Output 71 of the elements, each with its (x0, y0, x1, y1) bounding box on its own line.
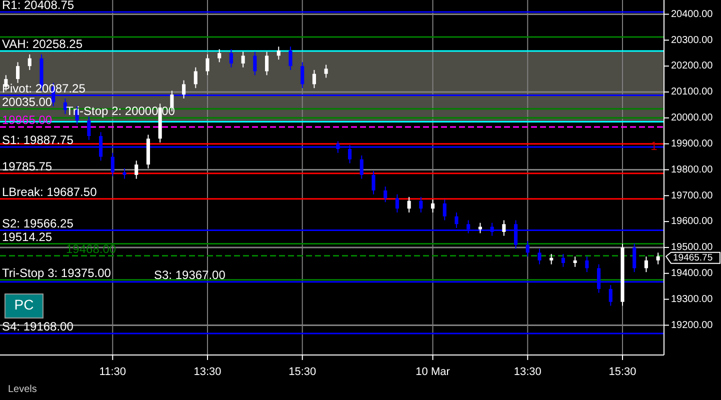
candlestick (122, 168, 126, 180)
candlestick (134, 160, 138, 180)
candlestick (478, 222, 482, 234)
candlestick (229, 48, 233, 68)
candlestick (419, 196, 423, 213)
candlestick (218, 48, 222, 63)
ref-line-label: Tri-Stop 3: 19375.00 (2, 266, 112, 280)
y-tick-label: 19900.00 (671, 138, 714, 150)
candlestick (407, 196, 411, 213)
candlestick (384, 186, 388, 203)
candlestick (656, 252, 660, 265)
y-tick-label: 20400.00 (671, 8, 714, 20)
ref-line-label: LBreak: 19687.50 (2, 184, 98, 199)
candlestick (194, 66, 198, 89)
ref-line-label: S3: 19367.00 (154, 268, 226, 282)
text: Levels (8, 384, 37, 395)
candlestick (538, 248, 542, 265)
candlestick (526, 240, 530, 258)
x-tick-label: 10 Mar (416, 366, 450, 378)
y-tick-label: 19700.00 (671, 190, 714, 202)
ref-line-label: 19514.25 (2, 230, 52, 244)
candlestick (550, 253, 554, 265)
x-tick-label: 15:30 (608, 366, 636, 378)
y-tick-label: 19200.00 (671, 320, 714, 331)
y-tick-label: 19600.00 (671, 216, 714, 228)
ref-line-label: VAH: 20258.25 (2, 36, 83, 51)
x-tick-label: 13:30 (514, 366, 542, 378)
candlestick (442, 199, 446, 221)
candlestick (241, 51, 245, 68)
ref-line-label: 19785.75 (2, 159, 52, 174)
candlestick (28, 54, 32, 70)
candlestick (265, 51, 269, 76)
candlestick (276, 46, 280, 60)
candlestick (573, 256, 577, 268)
y-tick-label: 19400.00 (671, 268, 714, 280)
y-tick-label: 20200.00 (671, 60, 714, 72)
candlestick (561, 253, 565, 268)
candlestick (644, 256, 648, 273)
candlestick (182, 80, 186, 99)
candlestick (253, 51, 257, 76)
candlestick (312, 69, 316, 89)
y-tick-label: 19800.00 (671, 164, 714, 176)
candlestick (395, 194, 399, 213)
candlestick (206, 54, 210, 76)
candlestick (585, 256, 589, 273)
y-tick-label: 19500.00 (671, 242, 714, 254)
ref-line-label: R1: 20408.75 (2, 0, 74, 12)
candlestick (372, 170, 376, 195)
candlestick (300, 62, 304, 89)
y-tick-label: 20000.00 (671, 112, 714, 124)
candlestick (632, 243, 636, 273)
y-tick-label: 20100.00 (671, 86, 714, 98)
candlestick (87, 116, 91, 140)
x-tick-label: 13:30 (194, 366, 222, 378)
candlestick (324, 64, 328, 78)
text: 19465.75 (673, 252, 713, 264)
candlestick (360, 154, 364, 180)
ref-line-label: S4: 19168.00 (2, 319, 74, 334)
x-tick-label: 11:30 (99, 366, 126, 378)
ref-line-label: S2: 19566.25 (2, 216, 74, 230)
y-tick-label: 20300.00 (671, 34, 714, 46)
candlestick (431, 199, 435, 213)
y-tick-label: 19300.00 (671, 294, 714, 305)
candlestick (288, 46, 292, 70)
annotation: PC (14, 296, 34, 313)
ref-line-label: 20035.00 (2, 94, 52, 109)
x-tick-label: 15:30 (288, 366, 316, 378)
candlestick (608, 284, 612, 306)
candlestick (16, 62, 20, 84)
candlestick (110, 152, 114, 177)
candlestick (502, 220, 506, 236)
